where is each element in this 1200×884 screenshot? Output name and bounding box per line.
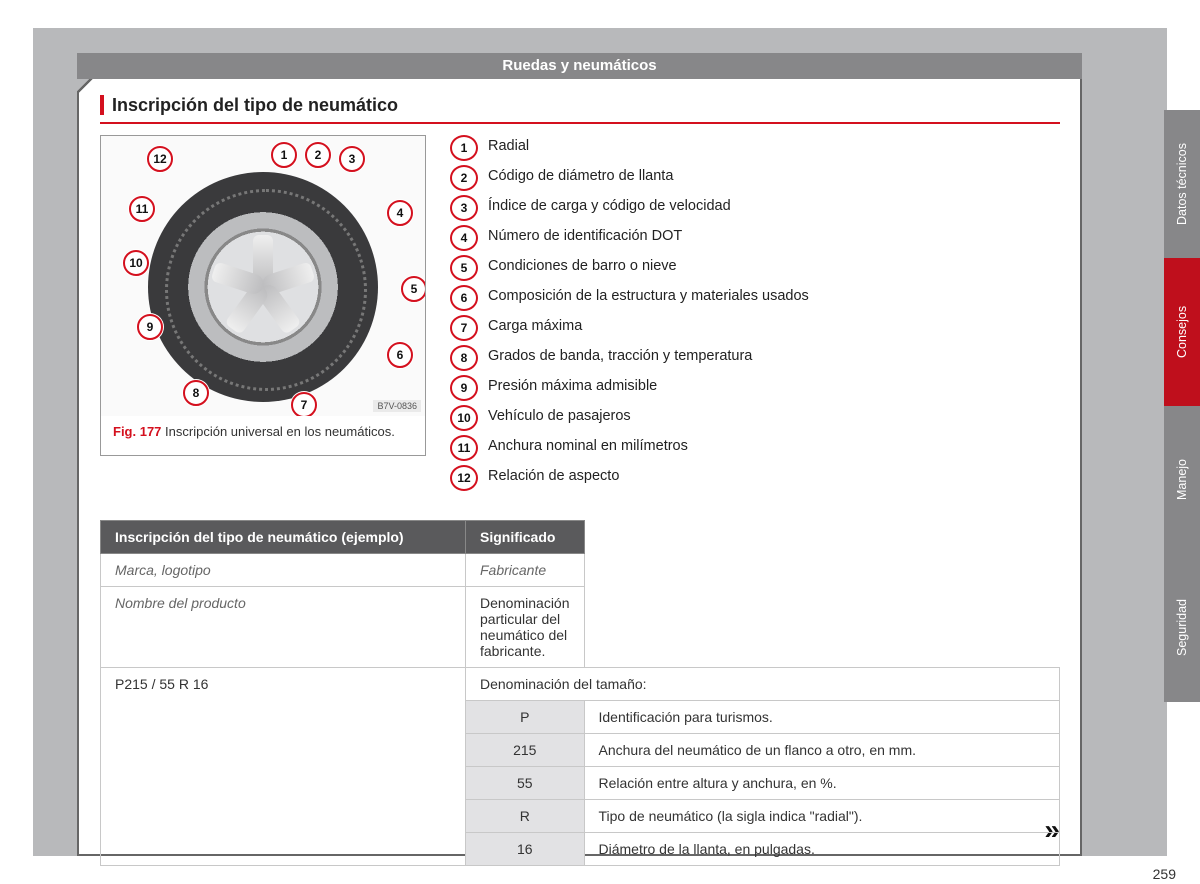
table-subkey: 16 (466, 833, 585, 866)
table-subval: Anchura del neumático de un flanco a otr… (584, 734, 1060, 767)
definition-item: 6 Composición de la estructura y material… (450, 285, 870, 311)
definition-text: Relación de aspecto (488, 465, 619, 487)
table-cell: Nombre del producto (101, 587, 466, 668)
callout-3: 3 (339, 146, 365, 172)
definition-number: 9 (450, 375, 478, 401)
table-subkey: P (466, 701, 585, 734)
callout-2: 2 (305, 142, 331, 168)
definition-text: Composición de la estructura y materiale… (488, 285, 809, 307)
page: » Ruedas y neumáticos Inscripción del ti… (0, 0, 1200, 884)
definition-text: Vehículo de pasajeros (488, 405, 631, 427)
side-tabs: Datos técnicosConsejosManejoSeguridad (1164, 110, 1200, 702)
definition-item: 8 Grados de banda, tracción y temperatura (450, 345, 870, 371)
callout-12: 12 (147, 146, 173, 172)
definition-item: 10 Vehículo de pasajeros (450, 405, 870, 431)
side-tab[interactable]: Manejo (1164, 406, 1200, 554)
table-cell: Denominación particular del neumático de… (466, 587, 585, 668)
definition-text: Índice de carga y código de velocidad (488, 195, 731, 217)
definition-item: 5 Condiciones de barro o nieve (450, 255, 870, 281)
definition-text: Condiciones de barro o nieve (488, 255, 677, 277)
callout-4: 4 (387, 200, 413, 226)
definition-number: 6 (450, 285, 478, 311)
callout-1: 1 (271, 142, 297, 168)
definition-number: 11 (450, 435, 478, 461)
definition-list: 1 Radial 2 Código de diámetro de llanta 3 Índ… (450, 135, 870, 495)
table-row: Marca, logotipoFabricante (101, 554, 1060, 587)
table-row: Nombre del productoDenominación particul… (101, 587, 1060, 668)
side-tab[interactable]: Datos técnicos (1164, 110, 1200, 258)
figure-ref: Fig. 177 (113, 424, 161, 439)
definition-item: 4 Número de identificación DOT (450, 225, 870, 251)
definition-number: 12 (450, 465, 478, 491)
chapter-header: Ruedas y neumáticos (77, 53, 1082, 79)
definition-number: 4 (450, 225, 478, 251)
table-cell: Marca, logotipo (101, 554, 466, 587)
table-header-2: Significado (466, 521, 585, 554)
definition-item: 9 Presión máxima admisible (450, 375, 870, 401)
definition-item: 2 Código de diámetro de llanta (450, 165, 870, 191)
callout-10: 10 (123, 250, 149, 276)
table-subkey: R (466, 800, 585, 833)
side-tab[interactable]: Consejos (1164, 258, 1200, 406)
figure: 123456789101112 B7V-0836 Fig. 177 Inscri… (100, 135, 426, 456)
table-subval: Diámetro de la llanta, en pulgadas. (584, 833, 1060, 866)
definition-item: 3 Índice de carga y código de velocidad (450, 195, 870, 221)
callout-8: 8 (183, 380, 209, 406)
table-subkey: 215 (466, 734, 585, 767)
figure-image: 123456789101112 B7V-0836 (101, 136, 425, 416)
figure-caption: Fig. 177 Inscripción universal en los ne… (101, 416, 425, 455)
wheel-spokes (210, 234, 316, 340)
table-subval: Identificación para turismos. (584, 701, 1060, 734)
callout-7: 7 (291, 392, 317, 416)
section-rule (100, 122, 1060, 124)
table-cell: P215 / 55 R 16 (101, 668, 466, 866)
definition-text: Número de identificación DOT (488, 225, 682, 247)
page-number: 259 (1153, 866, 1176, 882)
definition-number: 5 (450, 255, 478, 281)
definition-item: 1 Radial (450, 135, 870, 161)
table-cell: Denominación del tamaño: (466, 668, 1060, 701)
tire-table: Inscripción del tipo de neumático (ejemp… (100, 520, 1060, 866)
definition-text: Grados de banda, tracción y temperatura (488, 345, 752, 367)
callout-5: 5 (401, 276, 425, 302)
definition-number: 10 (450, 405, 478, 431)
definition-item: 7 Carga máxima (450, 315, 870, 341)
image-code: B7V-0836 (373, 400, 421, 412)
definition-number: 8 (450, 345, 478, 371)
definition-number: 2 (450, 165, 478, 191)
definition-text: Anchura nominal en milímetros (488, 435, 688, 457)
definition-number: 7 (450, 315, 478, 341)
definition-number: 3 (450, 195, 478, 221)
definition-text: Radial (488, 135, 529, 157)
table-cell: Fabricante (466, 554, 585, 587)
table-header-1: Inscripción del tipo de neumático (ejemp… (101, 521, 466, 554)
definition-item: 12 Relación de aspecto (450, 465, 870, 491)
definition-item: 11 Anchura nominal en milímetros (450, 435, 870, 461)
table-subval: Relación entre altura y anchura, en %. (584, 767, 1060, 800)
side-tab[interactable]: Seguridad (1164, 554, 1200, 702)
section-title: Inscripción del tipo de neumático (100, 95, 398, 115)
table-subkey: 55 (466, 767, 585, 800)
definition-text: Código de diámetro de llanta (488, 165, 673, 187)
callout-11: 11 (129, 196, 155, 222)
callout-6: 6 (387, 342, 413, 368)
definition-number: 1 (450, 135, 478, 161)
definition-text: Presión máxima admisible (488, 375, 657, 397)
table-subval: Tipo de neumático (la sigla indica "radi… (584, 800, 1060, 833)
definition-text: Carga máxima (488, 315, 582, 337)
callout-9: 9 (137, 314, 163, 340)
figure-caption-text: Inscripción universal en los neumáticos. (161, 424, 394, 439)
table-row: P215 / 55 R 16Denominación del tamaño: (101, 668, 1060, 701)
